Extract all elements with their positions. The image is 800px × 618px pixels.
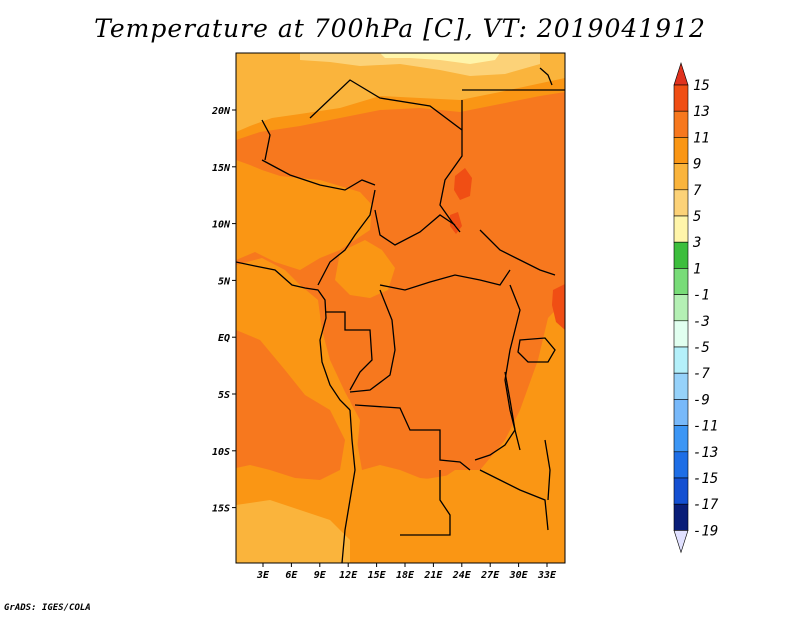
colorbar-segment [673,399,689,426]
field-11c-sw [236,330,345,480]
border-nigeria-cameroon [317,189,376,286]
temperature-field [236,53,565,563]
lon-tick-label: 33E [537,570,557,581]
colorbar-label: -19 [693,523,718,539]
colorbar-segment [673,215,689,243]
colorbar-label: -13 [693,445,718,461]
field-13c-spot-north [454,168,472,200]
colorbar-label: -3 [693,314,710,330]
border-chad-car [374,209,456,246]
lon-tick-label: 24E [452,570,472,581]
colorbar-segment [673,346,689,374]
grads-credit: GrADS: IGES/COLA [4,603,91,613]
lon-tick-label: 21E [423,570,443,581]
colorbar-top-arrow [673,62,689,86]
border-zambia-east [479,469,549,531]
field-9c-patch-center [335,240,395,298]
colorbar-label: -9 [693,392,710,408]
lon-tick-label: 6E [285,570,298,581]
lon-tick-label: 15E [368,570,387,581]
colorbar-label: 9 [693,157,701,173]
coastline-west-africa [236,261,351,411]
colorbar-segment [673,241,689,269]
colorbar-label: -1 [693,288,710,304]
border-libya-chad [309,79,463,131]
colorbar-label: -11 [693,419,718,435]
border-south-sudan-east [479,229,556,276]
colorbar-segment [673,268,689,295]
lat-tick-label: 20N [211,106,231,117]
colorbar-label: 3 [692,235,701,251]
lon-tick-label: 9E [314,570,327,581]
colorbar-label: -17 [693,497,719,513]
lake-tanganyika [504,371,521,451]
colorbar-segment [673,137,689,164]
colorbar-segment [673,451,689,479]
colorbar-segment [673,163,689,191]
borders [236,67,565,563]
chart-title: Temperature at 700hPa [C], VT: 201904191… [94,14,706,43]
border-angola-zambia [400,470,451,536]
colorbar-label: -7 [693,366,710,382]
coastline-angola [341,409,356,563]
colorbar-segment [673,425,689,453]
field-13c-spot-east [552,284,565,330]
colorbar-bottom-arrow [673,530,689,554]
border-car-drc [379,269,511,291]
colorbar-segment [673,84,689,112]
longitude-axis: 3E 6E 9E 12E 15E 18E 21E 24E 27E 30E 33E [256,563,557,581]
colorbar-segment [673,110,689,138]
border-niger-nigeria [261,159,376,191]
colorbar-segment [673,320,689,348]
lake-victoria [517,337,556,363]
colorbar: 15 13 11 9 7 5 3 1 -1 -3 -5 -7 -9 -11 -13 -15 -17 -19 [673,62,719,554]
lat-tick-label: 5N [218,276,231,287]
border-drc-angola [354,404,471,471]
lon-tick-label: 3E [256,570,270,581]
field-13c-spot-center [450,212,462,234]
field-3c-north [380,53,500,64]
latitude-axis: 20N 15N 10N 5N EQ 5S 10S 15S [211,106,236,515]
colorbar-label: 11 [693,130,710,146]
colorbar-segment [673,503,689,531]
colorbar-label: 15 [693,78,710,94]
lon-tick-label: 27E [480,570,500,581]
lat-tick-label: EQ [218,333,230,344]
border-drc-east [474,284,521,461]
lat-tick-label: 5S [218,390,230,401]
field-9c-patch-south [345,445,565,563]
border-niger-chad [261,119,271,161]
map-frame [235,52,566,564]
lat-tick-label: 15S [212,504,230,515]
colorbar-label: 5 [693,209,701,225]
lat-tick-label: 15N [212,163,231,174]
colorbar-segment [673,189,689,217]
lon-tick-label: 18E [396,570,415,581]
colorbar-label: -5 [693,340,710,356]
lon-tick-label: 12E [339,570,358,581]
colorbar-label: 13 [693,104,710,120]
coastline-red-sea [539,67,553,86]
colorbar-label: -15 [693,471,718,487]
lat-tick-label: 10N [212,220,231,231]
border-congo-gabon [326,311,373,391]
colorbar-label: 1 [693,261,701,277]
colorbar-segment [673,294,689,322]
lon-tick-label: 30E [509,570,529,581]
colorbar-label: 7 [693,183,702,199]
colorbar-segment [673,477,689,505]
field-7c-south [236,500,350,563]
colorbar-segment [673,372,689,400]
lat-tick-label: 10S [212,447,230,458]
lake-malawi [544,439,551,501]
border-drc-west [349,289,396,393]
